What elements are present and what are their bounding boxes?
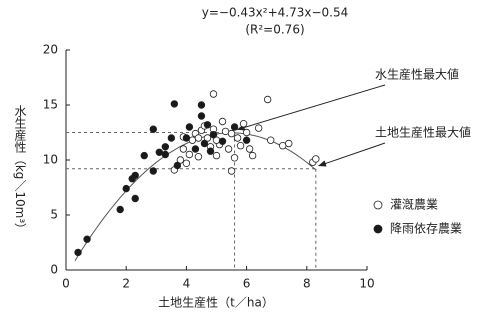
point: [200, 139, 209, 148]
y-tick-label: 15: [43, 98, 58, 112]
annotation: 水生産性最大値: [375, 67, 459, 82]
point: [179, 145, 188, 153]
chart-title: y=−0.43x²+4.73x−0.54: [202, 6, 349, 20]
point: [227, 129, 236, 138]
legend-label: 降雨依存農業: [390, 221, 462, 236]
x-tick-label: 2: [122, 277, 130, 291]
x-tick-label: 6: [243, 277, 251, 291]
point: [218, 117, 227, 126]
point: [197, 112, 206, 120]
point: [149, 125, 157, 133]
point: [242, 128, 251, 137]
point: [230, 154, 239, 162]
x-axis-label: 土地生産性（t／ha）: [158, 295, 274, 310]
point: [191, 145, 200, 153]
point: [185, 123, 194, 131]
y-tick-label: 0: [50, 263, 58, 277]
point: [173, 161, 182, 170]
annotation: 土地生産性最大値: [375, 125, 471, 140]
point: [212, 151, 221, 160]
point: [266, 136, 275, 144]
point: [194, 152, 203, 161]
chart-subtitle: (R²=0.76): [245, 23, 304, 37]
legend-label: 灌漑農業: [390, 198, 438, 212]
point: [203, 134, 212, 142]
point: [182, 159, 191, 167]
point: [224, 145, 233, 153]
y-tick-label: 10: [43, 153, 58, 167]
annotation-arrow: [318, 142, 386, 167]
point: [176, 156, 185, 164]
point: [149, 167, 157, 175]
point: [116, 205, 124, 214]
x-tick-label: 4: [183, 277, 191, 291]
point: [203, 121, 212, 129]
point: [170, 100, 179, 108]
point: [194, 134, 203, 142]
point: [83, 235, 91, 243]
point: [230, 123, 239, 131]
point: [161, 150, 170, 159]
point: [122, 184, 130, 193]
point: [254, 124, 263, 132]
point: [206, 147, 215, 155]
point: [242, 136, 251, 144]
legend-marker: [373, 224, 383, 234]
point: [221, 127, 230, 136]
point: [312, 155, 320, 163]
x-tick-label: 10: [359, 277, 374, 291]
point: [209, 90, 218, 98]
legend-marker: [373, 200, 383, 210]
point: [74, 248, 82, 257]
point: [248, 151, 257, 160]
x-tick-label: 0: [62, 277, 70, 291]
y-tick-label: 5: [50, 208, 58, 222]
point: [227, 167, 236, 175]
point: [245, 145, 254, 153]
y-axis-label: 水生産性（kg／10m³）: [13, 104, 27, 235]
point: [239, 119, 248, 128]
point: [233, 134, 242, 142]
x-tick-label: 8: [303, 277, 311, 291]
point: [197, 101, 206, 109]
point: [209, 130, 218, 139]
y-tick-label: 20: [43, 43, 58, 57]
point: [279, 141, 287, 150]
point: [236, 141, 245, 150]
point: [263, 95, 272, 104]
point: [182, 134, 191, 142]
point: [155, 148, 164, 156]
point: [131, 194, 139, 203]
point: [140, 151, 148, 160]
point: [188, 136, 197, 144]
point: [185, 150, 194, 159]
point: [167, 134, 176, 142]
point: [161, 143, 170, 151]
point: [285, 139, 293, 148]
point: [131, 171, 139, 180]
point: [218, 137, 227, 145]
annotation-arrow: [236, 84, 386, 131]
